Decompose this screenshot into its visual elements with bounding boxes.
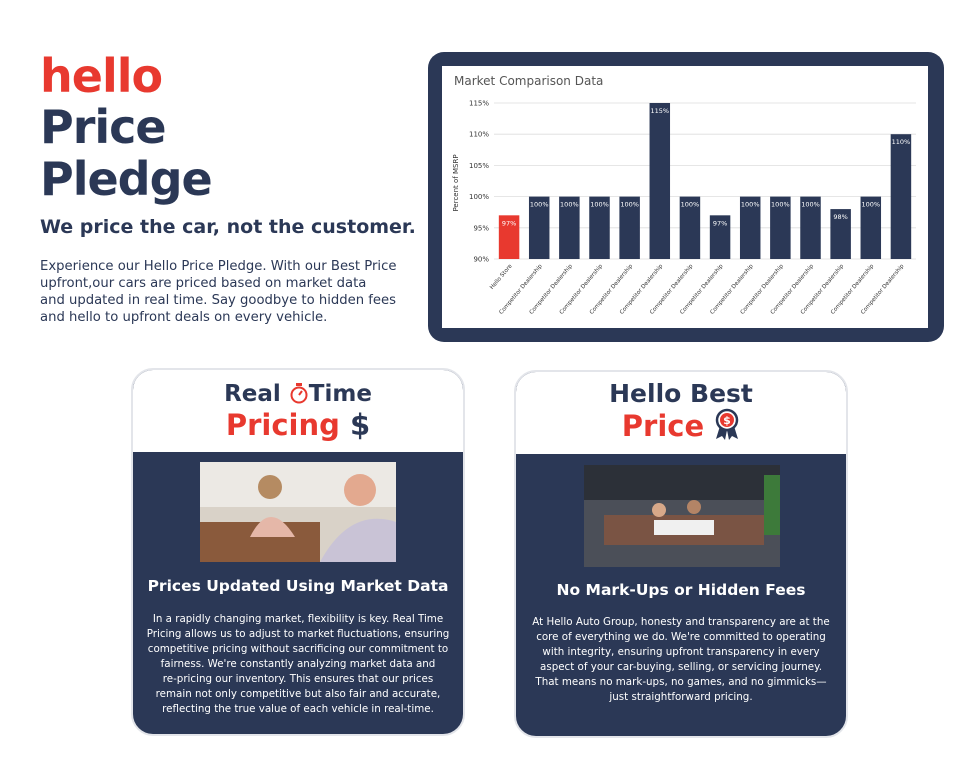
bar [770, 196, 791, 259]
text-line: re-pricing our inventory. This ensures t… [162, 673, 434, 685]
card-heading: Prices Updated Using Market Data [147, 577, 449, 595]
bar [679, 196, 701, 259]
card-subtitle: Price $ [516, 408, 846, 443]
text-line: upfront,our cars are priced based on mar… [40, 276, 367, 291]
value-label: 115% [650, 107, 669, 115]
y-axis-label: Percent of MSRP [452, 154, 460, 211]
card-heading: No Mark-Ups or Hidden Fees [556, 581, 806, 599]
value-label: 100% [861, 201, 880, 209]
title-line: Price [40, 100, 167, 154]
brand: hello [40, 49, 163, 103]
card-title: Real Time [133, 370, 463, 408]
y-tick-label: 110% [469, 131, 489, 139]
value-label: 100% [741, 201, 760, 209]
photo [584, 465, 780, 567]
title-part: Pricing [225, 408, 340, 442]
value-label: 100% [530, 201, 549, 209]
text-line: remain not only competitive but also fai… [155, 688, 441, 700]
value-label: 97% [502, 219, 516, 227]
card: Hello Best Price $ No Mark-Ups or Hidden… [514, 370, 848, 738]
dollar-icon: $ [349, 408, 371, 442]
text-line: Pricing allows us to adjust to market fl… [146, 628, 450, 640]
y-tick-label: 95% [473, 224, 489, 232]
text-line: competitive pricing without sacrificing … [147, 643, 449, 655]
bar [619, 196, 640, 259]
bar [498, 215, 520, 259]
text-line: fairness. We're constantly analyzing mar… [160, 658, 436, 670]
value-label: 110% [892, 138, 911, 146]
text-line: and hello to upfront deals on every vehi… [40, 310, 328, 325]
card-body: At Hello Auto Group, honesty and transpa… [516, 615, 846, 705]
y-tick-label: 115% [469, 100, 489, 108]
title-line: Pledge [40, 152, 213, 206]
y-tick-label: 105% [469, 162, 489, 170]
bar [890, 134, 912, 259]
bar [589, 196, 610, 259]
chart: Market Comparison Data Percent of MSRP 9… [442, 66, 928, 328]
tagline: We price the car, not the customer. [40, 216, 416, 238]
bar [559, 196, 580, 259]
value-label: 100% [590, 201, 609, 209]
value-label: 100% [681, 201, 700, 209]
bar [800, 196, 821, 259]
title-part: Real [224, 381, 281, 407]
bar [709, 215, 731, 259]
value-label: 100% [560, 201, 579, 209]
bar [528, 196, 550, 259]
card-title: Hello Best [609, 379, 753, 408]
ribbon-symbol: $ [723, 414, 731, 427]
y-tick-label: 90% [473, 256, 489, 264]
chart-title: Market Comparison Data [454, 74, 603, 88]
card: Real Time Pricing $ Prices Updated Using… [131, 368, 465, 736]
text-line: Experience our Hello Price Pledge. With … [40, 259, 397, 274]
text-line: just straightforward pricing. [609, 691, 753, 703]
text-line: and updated in real time. Say goodbye to… [40, 293, 397, 308]
text-line: reflecting the true value of each vehicl… [162, 703, 434, 715]
photo [200, 462, 396, 562]
ribbon-icon: $ [715, 408, 739, 440]
card-body: In a rapidly changing market, flexibilit… [133, 612, 463, 717]
text-line: In a rapidly changing market, flexibilit… [152, 613, 444, 625]
text-line: That means no mark-ups, no games, and no… [535, 676, 827, 688]
y-tick-label: 100% [469, 193, 489, 201]
card-header: Real Time Pricing $ [133, 370, 463, 452]
text-line: with integrity, ensuring upfront transpa… [542, 646, 820, 658]
bar [649, 103, 671, 259]
card-subtitle: Pricing $ [133, 408, 463, 442]
value-label: 100% [620, 201, 639, 209]
value-label: 100% [801, 201, 820, 209]
intro: Experience our Hello Price Pledge. With … [40, 258, 396, 326]
bar [739, 196, 761, 259]
bar [860, 196, 882, 259]
stopwatch-icon [290, 383, 308, 404]
text-line: aspect of your car-buying, selling, or s… [540, 661, 822, 673]
value-label: 98% [833, 213, 847, 221]
value-label: 97% [713, 219, 727, 227]
title-part: Price [621, 409, 705, 443]
text-line: At Hello Auto Group, honesty and transpa… [532, 616, 830, 628]
card-header: Hello Best Price $ [516, 372, 846, 454]
text-line: core of everything we do. We're committe… [536, 631, 826, 643]
value-label: 100% [771, 201, 790, 209]
bar [830, 209, 851, 259]
title-part: Time [308, 381, 372, 407]
